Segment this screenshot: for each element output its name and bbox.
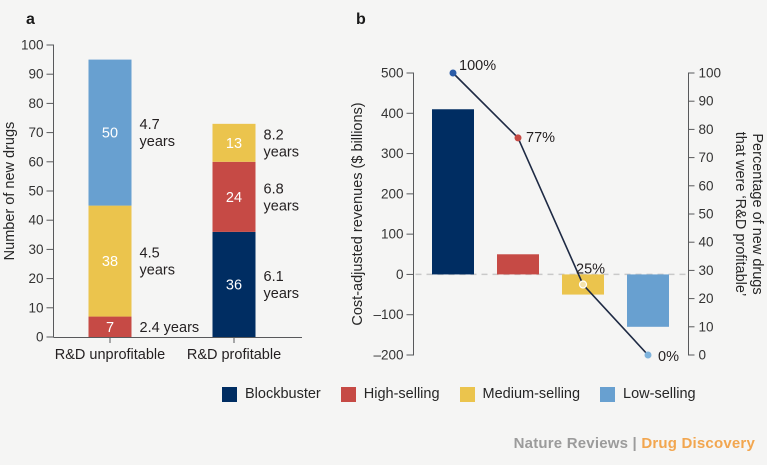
segment-years-annotation: 8.2 (264, 127, 284, 143)
panel-b-bar (497, 254, 539, 275)
panel-a-category-label: R&D profitable (187, 347, 281, 363)
panel-b-left-tick-label: –100 (373, 307, 403, 322)
segment-years-annotation: 4.7 (140, 117, 160, 133)
panel-a-y-tick-label: 40 (28, 213, 43, 228)
panel-a-y-tick-label: 50 (28, 184, 43, 199)
panel-b-left-tick-label: 300 (381, 146, 404, 161)
panel-b-chart: b Cost-adjusted revenues ($ billions) Perc… (350, 11, 765, 365)
panel-a-y-tick-label: 0 (36, 330, 44, 345)
panel-a-y-tick-label: 10 (28, 300, 43, 315)
legend-label: Low-selling (623, 386, 696, 402)
legend-item-low-selling: Low-selling (600, 386, 696, 402)
panel-a-chart: a Number of new drugs 0 10 20 30 40 50 60 70 80 90 1… (2, 11, 302, 363)
panel-b-right-tick-label: 80 (699, 122, 714, 137)
segment-years-annotation: years (264, 144, 299, 160)
panel-b-left-axis-title: Cost-adjusted revenues ($ billions) (350, 102, 366, 325)
panel-b-right-axis-title-line1: Percentage of new drugs (749, 133, 765, 294)
segment-value-label: 50 (102, 126, 118, 142)
journal-credit: Nature Reviews | Drug Discovery (514, 435, 755, 452)
legend-swatch (459, 386, 475, 402)
panel-a-label: a (26, 11, 35, 28)
panel-a-y-axis-title: Number of new drugs (2, 122, 18, 261)
panel-b-right-tick-label: 40 (699, 235, 714, 250)
segment-years-annotation: years (140, 263, 175, 279)
segment-value-label: 24 (226, 190, 242, 206)
percentage-point-label: 77% (526, 130, 555, 146)
segment-value-label: 13 (226, 136, 242, 152)
panel-a-y-tick-label: 90 (28, 67, 43, 82)
segment-value-label: 38 (102, 254, 118, 270)
panel-b-left-tick-label: 500 (381, 66, 404, 81)
panel-b-left-tick-label: 400 (381, 106, 404, 121)
panel-a-y-tick-label: 80 (28, 96, 43, 111)
panel-a-y-tick-label: 60 (28, 154, 43, 169)
panel-b-right-tick-label: 100 (699, 66, 722, 81)
legend-label: High-selling (363, 386, 440, 402)
segment-years-annotation: 6.1 (264, 269, 284, 285)
panel-b-right-tick-label: 0 (699, 348, 707, 363)
percentage-point-label: 25% (576, 262, 605, 278)
panel-a-bar-segment (212, 123, 256, 162)
panel-b-right-tick-label: 20 (699, 291, 714, 306)
panel-b-right-tick-label: 70 (699, 150, 714, 165)
panel-a-category-label: R&D unprofitable (55, 347, 165, 363)
panel-a-bar-segment (88, 59, 132, 206)
legend: Blockbuster High-selling Medium-selling Low… (222, 386, 696, 402)
panel-a-y-tick-label: 20 (28, 271, 43, 286)
segment-years-annotation: 6.8 (264, 181, 284, 197)
legend-swatch (222, 386, 237, 402)
legend-item-blockbuster: Blockbuster (222, 386, 321, 402)
percentage-line (452, 72, 649, 356)
panel-b-bar (432, 109, 474, 275)
panel-a-y-tick-label: 100 (21, 38, 44, 53)
legend-label: Medium-selling (482, 386, 581, 402)
percentage-line-dot (578, 280, 588, 289)
percentage-point-label: 0% (658, 349, 679, 365)
panel-a-bar-segment (212, 231, 256, 337)
legend-label: Blockbuster (245, 386, 321, 402)
segment-years-annotation: 2.4 years (140, 320, 200, 336)
panel-b-left-tick-label: 200 (381, 186, 404, 201)
panel-b-right-tick-label: 90 (699, 94, 714, 109)
percentage-line-dot (449, 69, 457, 77)
legend-swatch (600, 386, 616, 402)
footer-separator: | (628, 435, 642, 452)
panel-b-right-tick-label: 60 (699, 178, 714, 193)
panel-b-right-tick-label: 10 (699, 319, 714, 334)
legend-swatch (340, 386, 356, 402)
journal-name: Nature Reviews (513, 435, 629, 452)
segment-value-label: 7 (106, 320, 114, 336)
segment-years-annotation: 4.5 (140, 246, 160, 262)
segment-years-annotation: years (264, 198, 299, 214)
segment-years-annotation: years (264, 286, 299, 302)
panel-b-left-tick-label: 100 (381, 227, 404, 242)
panel-a-y-tick-label: 70 (28, 125, 43, 140)
panel-b-right-tick-label: 30 (699, 263, 714, 278)
percentage-line-dot (514, 134, 522, 142)
panel-b-label: b (356, 11, 366, 28)
percentage-line-dot (644, 351, 652, 359)
panel-b-left-tick-label: –200 (373, 348, 403, 363)
panel-a-bar-segment (88, 316, 132, 337)
legend-item-medium-selling: Medium-selling (459, 386, 581, 402)
percentage-point-label: 100% (459, 58, 496, 74)
panel-a-bar-segment (212, 161, 256, 232)
panel-a-bar-segment (88, 205, 132, 317)
panel-b-left-tick-label: 0 (396, 267, 404, 282)
journal-section: Drug Discovery (641, 435, 755, 452)
panel-b-right-tick-label: 50 (699, 207, 714, 222)
segment-value-label: 36 (226, 277, 242, 293)
legend-item-high-selling: High-selling (340, 386, 440, 402)
panel-b-right-axis-title-line2: that were ‘R&D profitable’ (732, 132, 748, 296)
panel-a-y-tick-label: 30 (28, 242, 43, 257)
segment-years-annotation: years (140, 134, 175, 150)
panel-b-bar (627, 274, 669, 327)
